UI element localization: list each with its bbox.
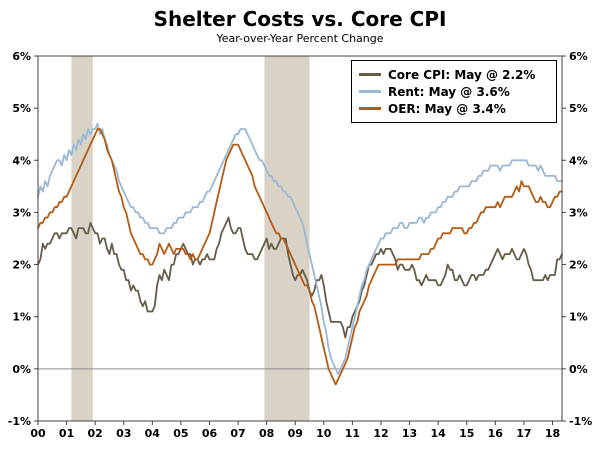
plot-area: 00 01 02 03 04 05 06 07 08 09 10 11 12 13 14 15 16 17 18 -1…	[0, 52, 600, 452]
x-tick-label: 04	[145, 427, 161, 440]
x-tick-label: 16	[488, 427, 504, 440]
x-tick-label: 07	[230, 427, 245, 440]
x-tick-label: 09	[288, 427, 303, 440]
legend-label-rent: Rent: May @ 3.6%	[388, 84, 510, 99]
series-line-rent	[37, 122, 563, 376]
legend-label-oer: OER: May @ 3.4%	[388, 101, 506, 116]
legend: Core CPI: May @ 2.2% Rent: May @ 3.6% OE…	[351, 60, 557, 123]
x-tick-label: 13	[402, 427, 417, 440]
x-tick-label: 18	[545, 427, 560, 440]
x-tick-label: 05	[173, 427, 188, 440]
y-tick-label-left: 0%	[12, 363, 31, 376]
chart-subtitle: Year-over-Year Percent Change	[216, 32, 384, 45]
x-tick-label: 06	[202, 427, 218, 440]
y-tick-label-left: 5%	[12, 102, 31, 115]
x-tick-label: 02	[88, 427, 103, 440]
y-tick-label-right: 3%	[569, 206, 588, 219]
y-tick-label-left: 6%	[12, 52, 31, 63]
chart-header: Shelter Costs vs. Core CPI Year-over-Yea…	[0, 0, 600, 52]
x-tick-label: 08	[259, 427, 274, 440]
y-tick-label-right: 1%	[569, 311, 588, 324]
y-tick-label-left: 1%	[12, 311, 31, 324]
legend-swatch-oer	[359, 107, 381, 110]
y-tick-label-left: 4%	[12, 154, 31, 167]
y-tick-label-right: 4%	[569, 154, 588, 167]
legend-swatch-core-cpi	[359, 73, 381, 76]
legend-item-core-cpi: Core CPI: May @ 2.2%	[359, 66, 549, 83]
legend-swatch-rent	[359, 90, 381, 93]
x-tick-label: 10	[316, 427, 332, 440]
x-tick-label: 01	[59, 427, 74, 440]
x-tick-label: 00	[30, 427, 46, 440]
series-line-oer	[37, 128, 563, 386]
plot-border	[37, 55, 563, 422]
y-tick-label-left: 2%	[12, 259, 31, 272]
y-tick-label-left: 3%	[12, 206, 31, 219]
line-chart: 00 01 02 03 04 05 06 07 08 09 10 11 12 13 14 15 16 17 18 -1…	[8, 52, 593, 440]
x-tick-label: 03	[116, 427, 131, 440]
legend-label-core-cpi: Core CPI: May @ 2.2%	[388, 67, 536, 82]
x-tick-label: 15	[459, 427, 474, 440]
x-tick-label: 11	[345, 427, 360, 440]
y-tick-label-right: 6%	[569, 52, 588, 63]
x-tick-label: 12	[373, 427, 388, 440]
legend-item-oer: OER: May @ 3.4%	[359, 100, 549, 117]
recession-band	[264, 56, 310, 421]
y-tick-label-right: 2%	[569, 259, 588, 272]
y-tick-label-right: -1%	[569, 415, 592, 428]
y-tick-label-left: -1%	[8, 415, 31, 428]
y-tick-label-right: 0%	[569, 363, 588, 376]
chart-title: Shelter Costs vs. Core CPI	[153, 7, 447, 31]
x-tick-label: 14	[430, 427, 446, 440]
recession-band	[71, 56, 93, 421]
y-tick-label-right: 5%	[569, 102, 588, 115]
legend-item-rent: Rent: May @ 3.6%	[359, 83, 549, 100]
x-tick-label: 17	[516, 427, 531, 440]
